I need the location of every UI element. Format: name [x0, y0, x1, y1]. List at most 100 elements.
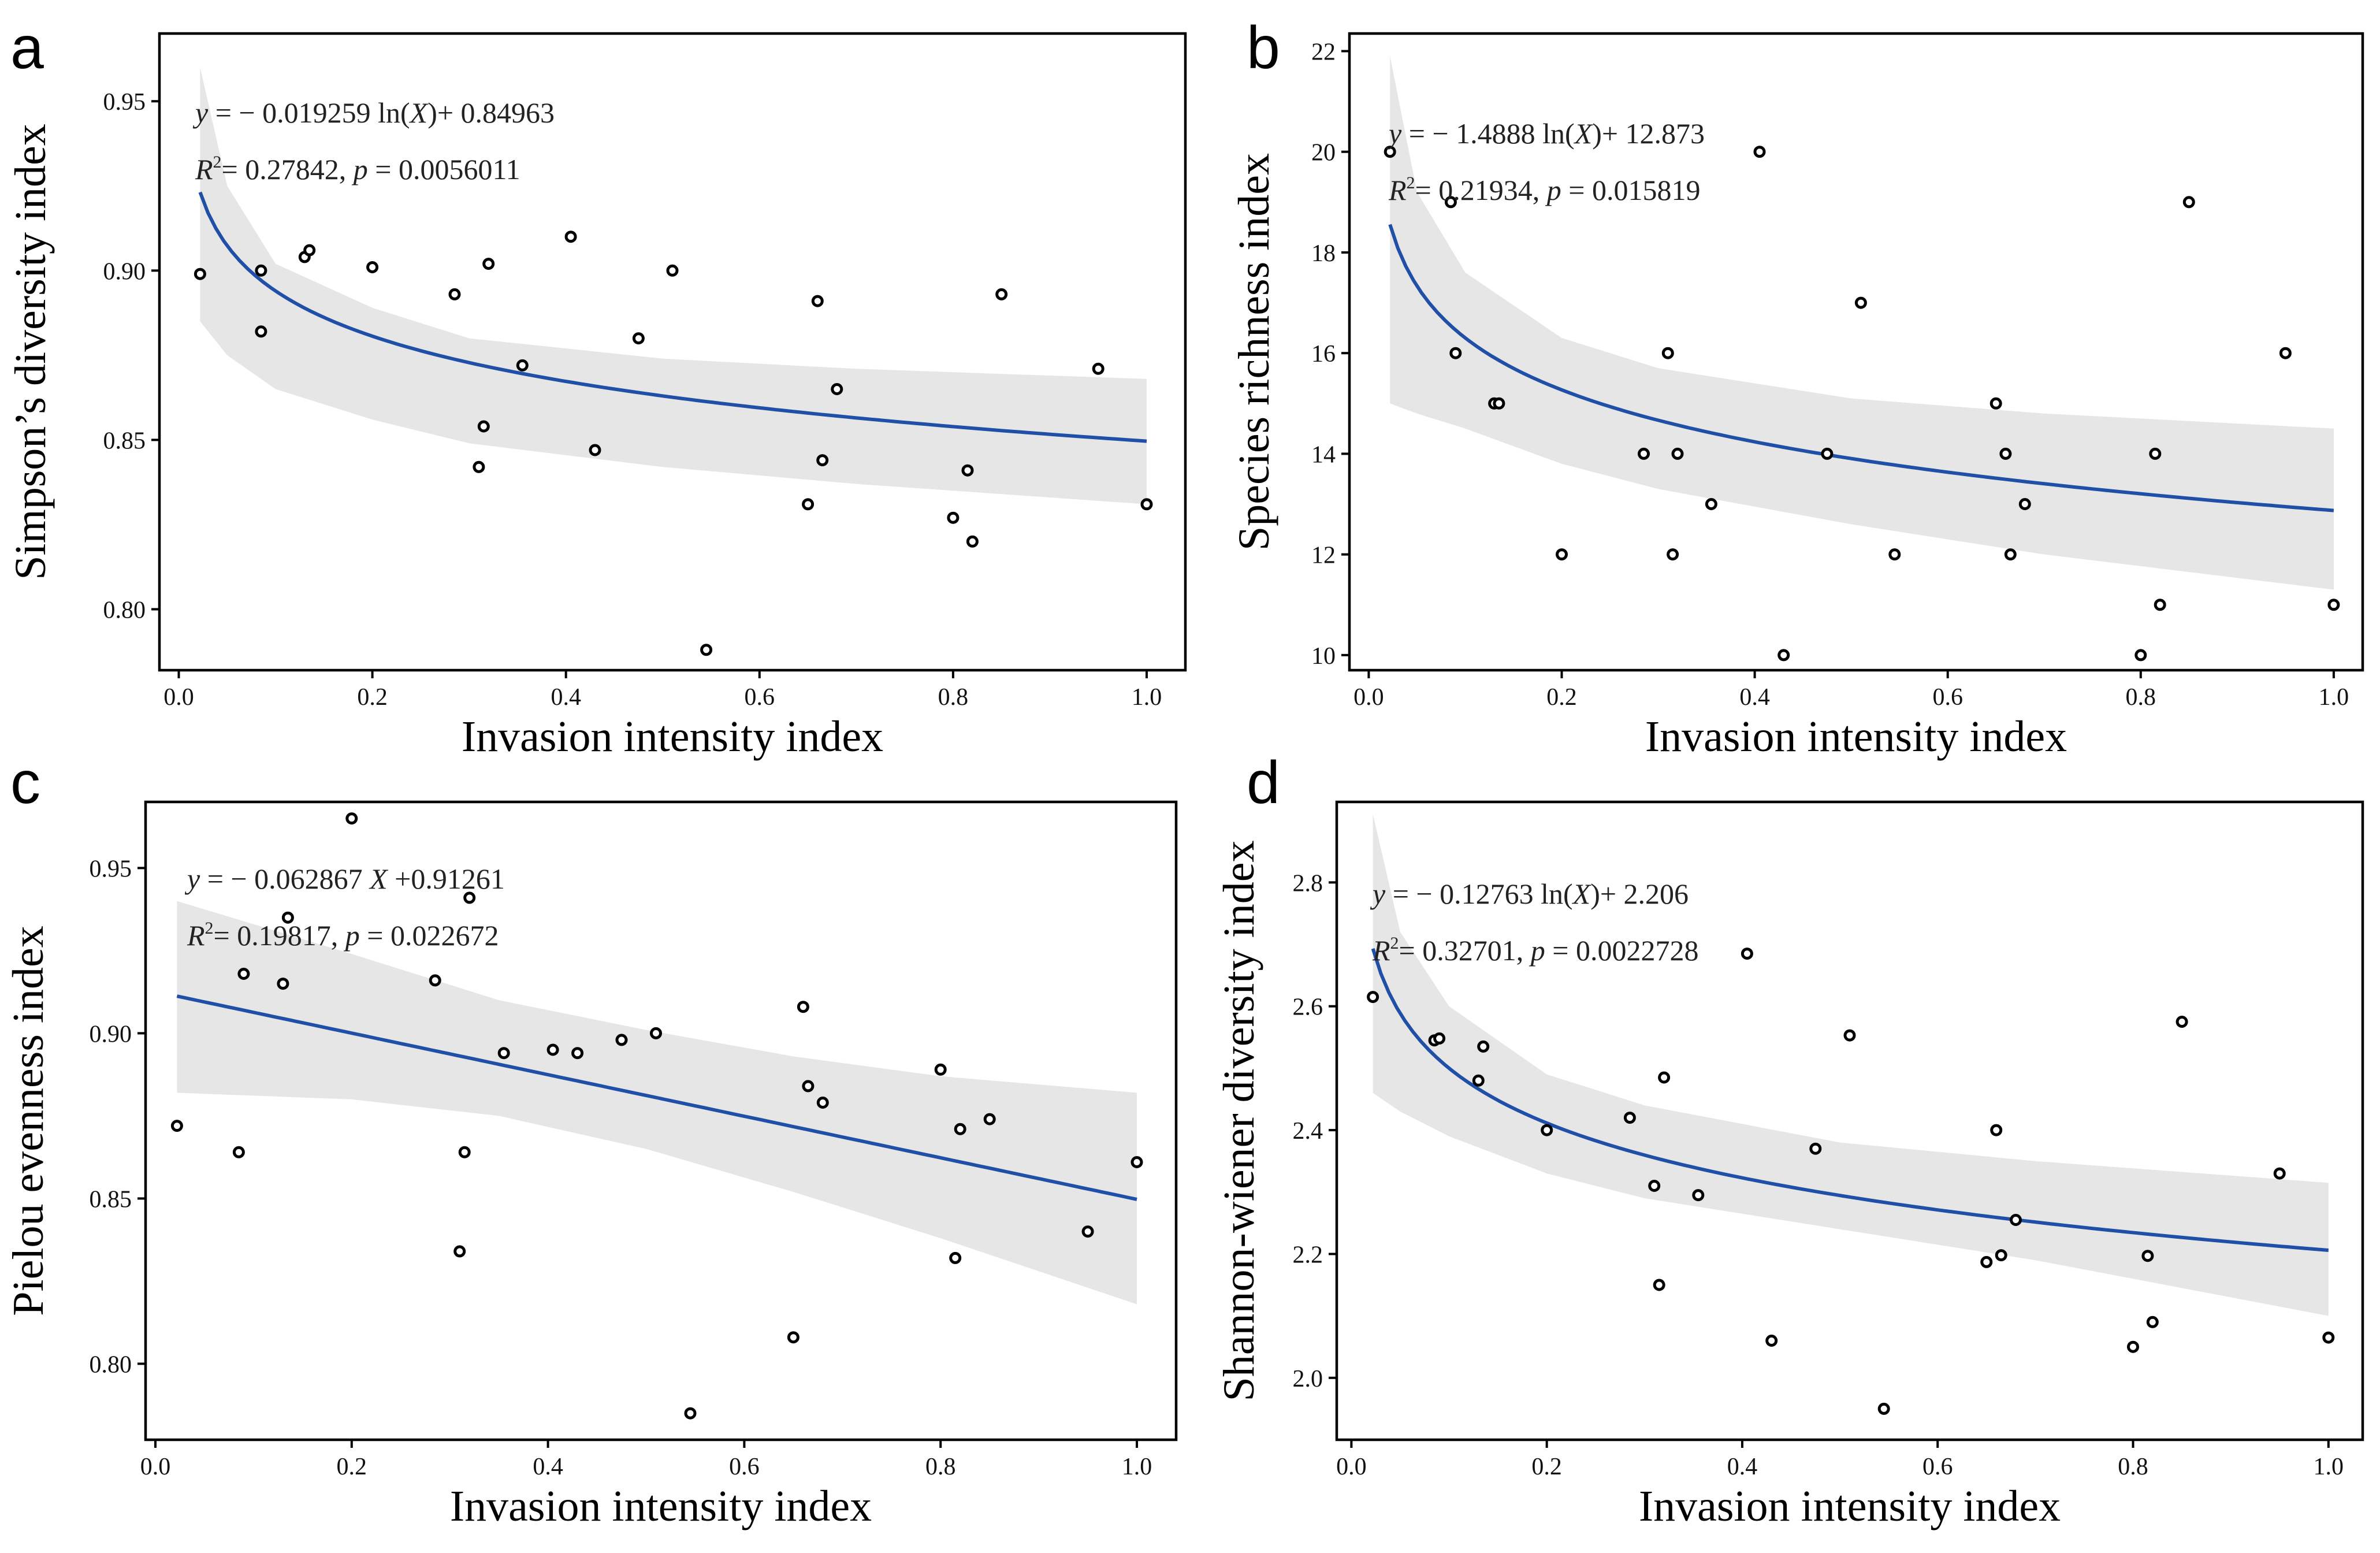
- eq-part: = − 1.4888 ln(: [1401, 117, 1574, 150]
- x-tick-label: 0.2: [357, 684, 388, 711]
- data-point: [787, 1331, 799, 1344]
- data-point: [2134, 649, 2147, 662]
- eq-x-symbol: X: [369, 863, 389, 895]
- data-point: [1140, 498, 1153, 511]
- p-value: = 0.0022728: [1545, 934, 1699, 967]
- data-point: [277, 978, 289, 990]
- data-point: [2146, 1316, 2159, 1328]
- confidence-band: [177, 901, 1137, 1305]
- p-value: = 0.022672: [360, 919, 499, 952]
- r-squared-symbol: R: [195, 153, 213, 185]
- plot-frame: [144, 800, 1178, 1441]
- y-tick-label: 2.2: [1293, 1242, 1323, 1268]
- data-point: [458, 1146, 471, 1158]
- x-tick-label: 0.0: [1353, 684, 1384, 711]
- fit-line: [1371, 948, 2329, 1252]
- data-point: [1638, 447, 1650, 460]
- data-point: [1705, 498, 1717, 510]
- data-point: [1989, 397, 2002, 410]
- data-point: [1449, 347, 1462, 359]
- x-axis-label: Invasion intensity index: [450, 1482, 872, 1530]
- data-point: [255, 325, 267, 338]
- r-squared-superscript: 2: [1407, 173, 1415, 192]
- fit-line: [176, 994, 1137, 1201]
- data-point: [345, 812, 358, 825]
- fit-line: [1388, 224, 2334, 512]
- eq-y-symbol: y: [1386, 117, 1402, 150]
- x-axis-label: Invasion intensity index: [462, 712, 883, 761]
- data-point: [281, 911, 294, 924]
- data-point: [194, 267, 206, 280]
- y-axis-label: Pielou evenness index: [4, 926, 53, 1316]
- p-symbol: p: [1529, 934, 1545, 967]
- r-squared-value: = 0.32701,: [1399, 934, 1531, 967]
- data-point: [650, 1027, 662, 1039]
- y-tick-label: 0.95: [103, 89, 146, 116]
- y-tick-label: 10: [1311, 643, 1336, 670]
- data-point: [816, 454, 829, 467]
- x-tick-label: 0.6: [1932, 684, 1963, 711]
- data-point: [1990, 1124, 2003, 1136]
- x-tick-label: 0.4: [1727, 1454, 1758, 1480]
- x-tick-label: 0.6: [729, 1454, 760, 1480]
- r-squared-superscript: 2: [213, 153, 222, 172]
- x-tick-label: 0.8: [2118, 1454, 2148, 1480]
- eq-y-symbol: y: [1370, 878, 1386, 910]
- plot-frame: [1335, 800, 2364, 1441]
- data-point: [666, 264, 679, 277]
- x-tick-label: 0.2: [1531, 1454, 1562, 1480]
- data-point: [1623, 1112, 1636, 1124]
- x-tick-label: 0.4: [533, 1454, 563, 1480]
- eq-part: +0.91261: [388, 863, 505, 895]
- data-point: [564, 231, 577, 243]
- data-point: [463, 891, 476, 904]
- eq-x-symbol: X: [1572, 878, 1592, 910]
- x-tick-label: 0.8: [938, 684, 969, 711]
- data-point: [2154, 599, 2166, 611]
- data-point: [1877, 1402, 1890, 1415]
- regression-stats: R2= 0.27842, p = 0.0056011: [195, 153, 520, 185]
- p-value: = 0.015819: [1561, 174, 1701, 206]
- eq-part: )+ 0.84963: [427, 96, 555, 129]
- x-tick-label: 0.6: [1922, 1454, 1953, 1480]
- y-tick-label: 16: [1311, 341, 1336, 367]
- data-point: [232, 1146, 245, 1158]
- data-point: [1667, 548, 1679, 561]
- x-tick-label: 0.8: [2126, 684, 2156, 711]
- x-tick-label: 0.2: [337, 1454, 367, 1480]
- eq-part: = − 0.062867: [200, 863, 370, 895]
- regression-equation: y = − 0.019259 ln(X)+ 0.84963: [192, 96, 555, 129]
- y-tick-label: 0.85: [90, 1186, 132, 1213]
- panel-d: 0.0 0.2 0.4 0.6 0.8 1.0 2.0 2.2 2.4 2.6 2.8 Invasio…: [1215, 749, 2364, 1530]
- data-point: [811, 295, 824, 307]
- data-point: [983, 1113, 996, 1125]
- y-tick-label: 12: [1311, 543, 1336, 569]
- data-point: [1821, 447, 1834, 460]
- data-point: [1999, 447, 2012, 460]
- x-tick-label: 0.6: [745, 684, 775, 711]
- data-point: [1130, 1156, 1143, 1168]
- data-point: [497, 1047, 510, 1060]
- eq-part: = − 0.12763 ln(: [1385, 878, 1572, 910]
- x-tick-label: 0.0: [1336, 1454, 1367, 1480]
- data-point: [237, 968, 250, 980]
- data-point: [1556, 548, 1568, 561]
- data-point: [1777, 649, 1790, 662]
- data-point: [684, 1407, 697, 1420]
- panel-letter: a: [10, 14, 44, 81]
- x-tick-label: 1.0: [1132, 684, 1162, 711]
- panel-letter: b: [1247, 14, 1280, 81]
- data-point: [589, 444, 601, 456]
- x-axis-label: Invasion intensity index: [1639, 1482, 2061, 1530]
- data-point: [571, 1047, 584, 1060]
- regression-equation: y = − 0.12763 ln(X)+ 2.206: [1370, 878, 1689, 910]
- data-point: [453, 1245, 466, 1258]
- x-tick-label: 0.2: [1546, 684, 1577, 711]
- data-point: [1648, 1180, 1661, 1192]
- data-point: [934, 1063, 947, 1076]
- regression-equation: y = − 0.062867 X +0.91261: [184, 863, 505, 895]
- p-symbol: p: [1545, 174, 1561, 206]
- data-point: [632, 332, 645, 345]
- data-point: [366, 261, 379, 273]
